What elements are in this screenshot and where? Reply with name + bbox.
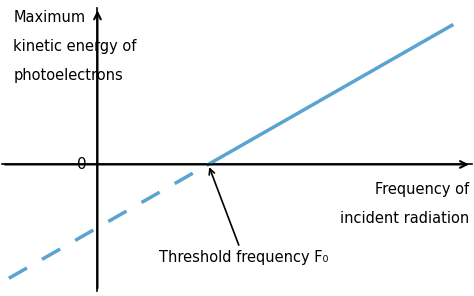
Text: Threshold frequency F₀: Threshold frequency F₀ (159, 169, 328, 266)
Text: Maximum: Maximum (13, 10, 85, 25)
Text: Frequency of: Frequency of (375, 182, 470, 197)
Text: 0: 0 (77, 157, 86, 172)
Text: kinetic energy of: kinetic energy of (13, 39, 137, 54)
Text: incident radiation: incident radiation (340, 211, 470, 226)
Text: photoelectrons: photoelectrons (13, 68, 123, 83)
